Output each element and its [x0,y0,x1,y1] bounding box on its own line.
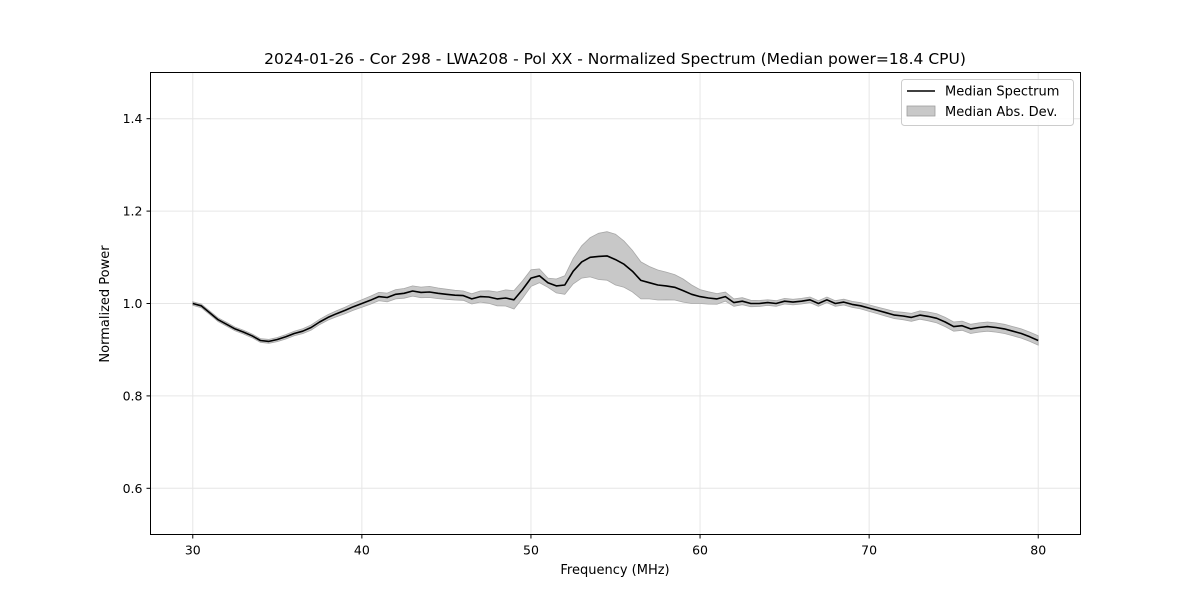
x-tick-label: 60 [692,543,708,558]
y-tick-label: 1.2 [123,204,143,219]
median-line-layer [192,255,1039,343]
y-tick-label: 0.6 [123,481,143,496]
x-tick-label: 40 [354,543,370,558]
x-tick-label: 70 [861,543,877,558]
x-tick-label: 30 [185,543,201,558]
y-tick-label: 0.8 [123,388,143,403]
median-spectrum-line [192,255,1039,343]
legend-mad-label: Median Abs. Dev. [945,105,1057,120]
mad-band-layer [192,231,1039,346]
y-tick-label: 1.0 [123,296,143,311]
y-tick-label: 1.4 [123,111,143,126]
legend-median-label: Median Spectrum [945,85,1059,100]
legend: Median Spectrum Median Abs. Dev. [901,79,1074,126]
y-axis-label: Normalized Power [98,245,113,363]
legend-mad-swatch [906,105,936,117]
chart-title: 2024-01-26 - Cor 298 - LWA208 - Pol XX -… [264,50,966,68]
x-tick-label: 50 [523,543,539,558]
axis-ticks: 30 40 50 60 70 80 0.6 0.8 1.0 1.2 1.4 [123,111,1047,557]
legend-box [901,79,1074,126]
x-axis-label: Frequency (MHz) [560,563,669,578]
mad-band [192,231,1039,346]
plot-frame [150,72,1081,535]
x-tick-label: 80 [1030,543,1046,558]
